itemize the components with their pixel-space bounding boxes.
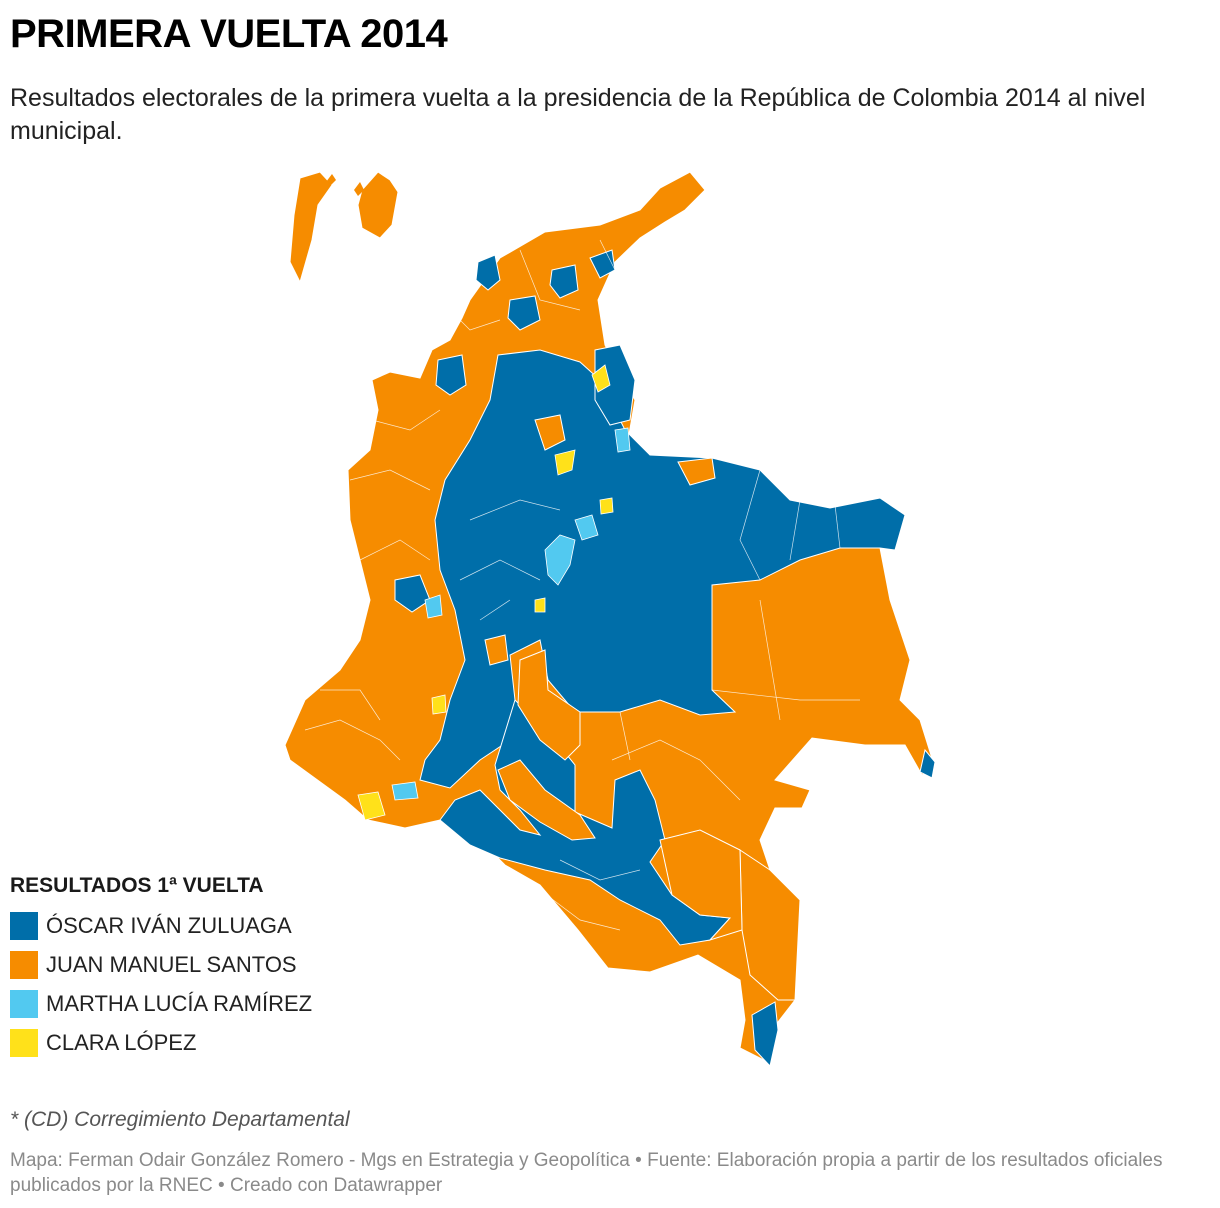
credits: Mapa: Ferman Odair González Romero - Mgs… [10, 1150, 1163, 1196]
region-meta-south[interactable] [517, 649, 581, 761]
page-subtitle: Resultados electorales de la primera vue… [10, 84, 1146, 145]
legend-swatch [10, 911, 38, 940]
region-central-orange-1[interactable] [534, 414, 566, 451]
region-boyaca-yellow[interactable] [599, 497, 614, 515]
legend-swatch [10, 950, 38, 979]
region-guaviare[interactable] [659, 829, 743, 942]
region-caldas-lightblue[interactable] [424, 594, 443, 619]
legend: RESULTADOS 1ª VUELTA ÓSCAR IVÁN ZULUAGA … [10, 874, 312, 1062]
region-santander-yellow[interactable] [554, 449, 576, 476]
region-north-blob-4[interactable] [549, 264, 579, 299]
region-island-providencia[interactable] [357, 171, 399, 239]
region-boyaca-lightblue[interactable] [544, 534, 576, 586]
region-amazonas-tip[interactable] [751, 1001, 779, 1068]
region-huila-yellow[interactable] [534, 597, 546, 613]
page-title: PRIMERA VUELTA 2014 [10, 12, 448, 56]
region-guainia-edge[interactable] [919, 748, 936, 779]
region-caqueta-wedge[interactable] [497, 759, 596, 841]
region-west-blob[interactable] [394, 574, 431, 613]
legend-swatch [10, 989, 38, 1018]
region-island-small-2[interactable] [354, 182, 364, 196]
legend-title: RESULTADOS 1ª VUELTA [10, 874, 264, 897]
legend-label: CLARA LÓPEZ [46, 1029, 197, 1055]
legend-item-lopez: CLARA LÓPEZ [10, 1023, 312, 1062]
legend-item-zuluaga: ÓSCAR IVÁN ZULUAGA [10, 906, 312, 945]
ramirez-regions [391, 427, 631, 801]
region-santander-lightblue[interactable] [574, 514, 599, 541]
legend-swatch [10, 1028, 38, 1057]
region-island-san-andres[interactable] [289, 171, 333, 284]
region-vaupes-east[interactable] [739, 849, 801, 1001]
lopez-regions [357, 364, 614, 821]
legend-item-ramirez: MARTHA LUCÍA RAMÍREZ [10, 984, 312, 1023]
region-arauca-north[interactable] [677, 457, 716, 486]
region-norte-lightblue[interactable] [614, 427, 631, 453]
region-north-blob-2[interactable] [475, 254, 501, 291]
region-island-small[interactable] [326, 174, 336, 186]
legend-label: ÓSCAR IVÁN ZULUAGA [46, 912, 292, 938]
region-nariño-yellow[interactable] [357, 791, 386, 821]
region-north-blob-5[interactable] [507, 295, 541, 331]
legend-item-santos: JUAN MANUEL SANTOS [10, 945, 312, 984]
colombia-municipal-map[interactable] [0, 160, 1220, 1080]
santos-enclaves [484, 414, 801, 1001]
footnote: * (CD) Corregimiento Departamental [10, 1108, 350, 1131]
region-central-orange-2[interactable] [484, 634, 509, 666]
region-cesar-yellow[interactable] [591, 364, 611, 393]
region-north-blob-1[interactable] [435, 354, 467, 396]
legend-label: JUAN MANUEL SANTOS [46, 951, 297, 977]
municipal-borders [304, 239, 860, 931]
legend-label: MARTHA LUCÍA RAMÍREZ [46, 990, 313, 1016]
region-nariño-lightblue[interactable] [391, 781, 419, 801]
region-valle-yellow[interactable] [431, 694, 447, 715]
